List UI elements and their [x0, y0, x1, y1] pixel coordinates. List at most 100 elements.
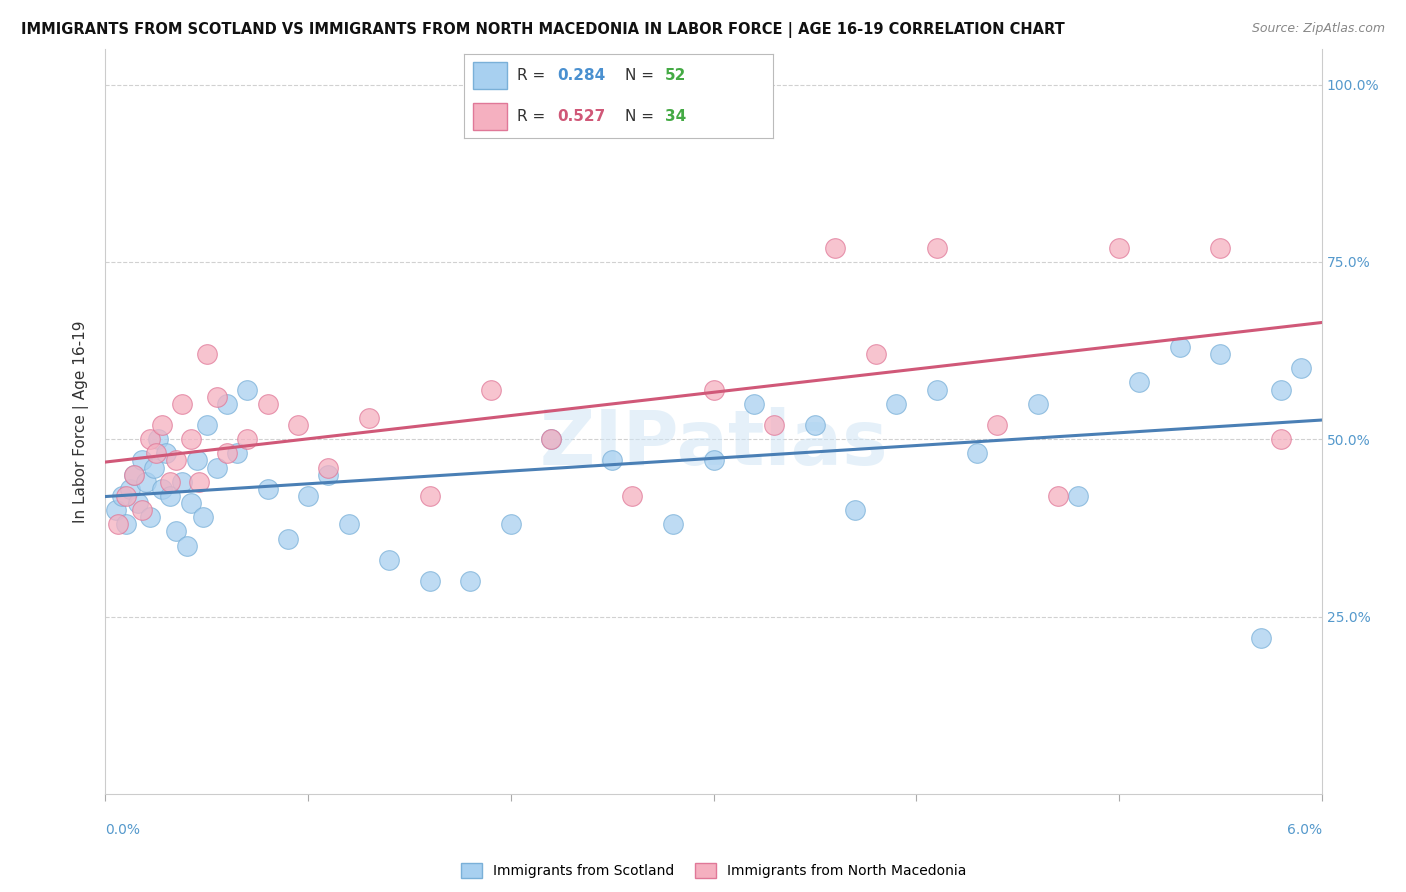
Point	[107, 517, 129, 532]
Point	[122, 467, 145, 482]
Point	[419, 574, 441, 588]
Point	[122, 467, 145, 482]
Point	[155, 446, 177, 460]
Text: 0.527: 0.527	[557, 109, 605, 124]
Text: 34: 34	[665, 109, 686, 124]
Point	[287, 417, 309, 432]
Point	[195, 417, 218, 432]
Point	[277, 532, 299, 546]
Point	[458, 574, 481, 588]
Point	[165, 453, 187, 467]
Point	[1209, 241, 1232, 255]
Point	[884, 397, 907, 411]
Point	[378, 553, 401, 567]
Point	[139, 510, 162, 524]
Point	[187, 475, 209, 489]
Text: IMMIGRANTS FROM SCOTLAND VS IMMIGRANTS FROM NORTH MACEDONIA IN LABOR FORCE | AGE: IMMIGRANTS FROM SCOTLAND VS IMMIGRANTS F…	[21, 22, 1064, 38]
Point	[172, 475, 194, 489]
Point	[742, 397, 765, 411]
Y-axis label: In Labor Force | Age 16-19: In Labor Force | Age 16-19	[73, 320, 90, 523]
Point	[1067, 489, 1090, 503]
Text: R =: R =	[516, 109, 550, 124]
Point	[419, 489, 441, 503]
Point	[159, 489, 181, 503]
Text: ZIPatlas: ZIPatlas	[540, 407, 887, 481]
Point	[226, 446, 249, 460]
Point	[337, 517, 360, 532]
Point	[205, 390, 228, 404]
Point	[205, 460, 228, 475]
Point	[111, 489, 134, 503]
Point	[114, 517, 136, 532]
Point	[662, 517, 685, 532]
Point	[143, 460, 166, 475]
Point	[986, 417, 1008, 432]
Point	[621, 489, 644, 503]
Point	[925, 383, 948, 397]
Point	[702, 383, 725, 397]
FancyBboxPatch shape	[474, 62, 508, 89]
Point	[1128, 376, 1150, 390]
Point	[256, 482, 278, 496]
Point	[824, 241, 846, 255]
Point	[180, 496, 202, 510]
Point	[540, 432, 562, 446]
Point	[217, 446, 239, 460]
Point	[1168, 340, 1191, 354]
Text: 0.284: 0.284	[557, 68, 605, 83]
Text: 6.0%: 6.0%	[1286, 823, 1322, 837]
Point	[104, 503, 127, 517]
Point	[966, 446, 988, 460]
Point	[479, 383, 502, 397]
Point	[118, 482, 141, 496]
Point	[131, 503, 153, 517]
Point	[1270, 432, 1292, 446]
Point	[191, 510, 214, 524]
Text: N =: N =	[624, 109, 658, 124]
Point	[139, 432, 162, 446]
FancyBboxPatch shape	[474, 103, 508, 130]
Point	[1108, 241, 1130, 255]
Point	[236, 432, 259, 446]
Text: N =: N =	[624, 68, 658, 83]
Point	[127, 496, 149, 510]
Point	[135, 475, 157, 489]
Point	[1291, 361, 1313, 376]
Point	[318, 460, 340, 475]
Point	[1250, 631, 1272, 645]
Point	[172, 397, 194, 411]
Point	[1209, 347, 1232, 361]
Point	[499, 517, 522, 532]
Point	[1270, 383, 1292, 397]
Point	[186, 453, 208, 467]
Point	[256, 397, 278, 411]
Point	[217, 397, 239, 411]
Point	[844, 503, 866, 517]
Point	[925, 241, 948, 255]
Text: 0.0%: 0.0%	[105, 823, 141, 837]
Point	[114, 489, 136, 503]
Point	[165, 524, 187, 539]
Point	[865, 347, 887, 361]
Text: Source: ZipAtlas.com: Source: ZipAtlas.com	[1251, 22, 1385, 36]
Point	[804, 417, 827, 432]
Point	[297, 489, 319, 503]
Point	[318, 467, 340, 482]
Legend: Immigrants from Scotland, Immigrants from North Macedonia: Immigrants from Scotland, Immigrants fro…	[456, 858, 972, 884]
Point	[195, 347, 218, 361]
Point	[540, 432, 562, 446]
Text: R =: R =	[516, 68, 550, 83]
Point	[763, 417, 786, 432]
Point	[236, 383, 259, 397]
Point	[150, 482, 173, 496]
Point	[702, 453, 725, 467]
Point	[1047, 489, 1070, 503]
Point	[131, 453, 153, 467]
Point	[357, 411, 380, 425]
Point	[159, 475, 181, 489]
Text: 52: 52	[665, 68, 686, 83]
Point	[1026, 397, 1049, 411]
Point	[150, 417, 173, 432]
Point	[180, 432, 202, 446]
Point	[146, 432, 169, 446]
